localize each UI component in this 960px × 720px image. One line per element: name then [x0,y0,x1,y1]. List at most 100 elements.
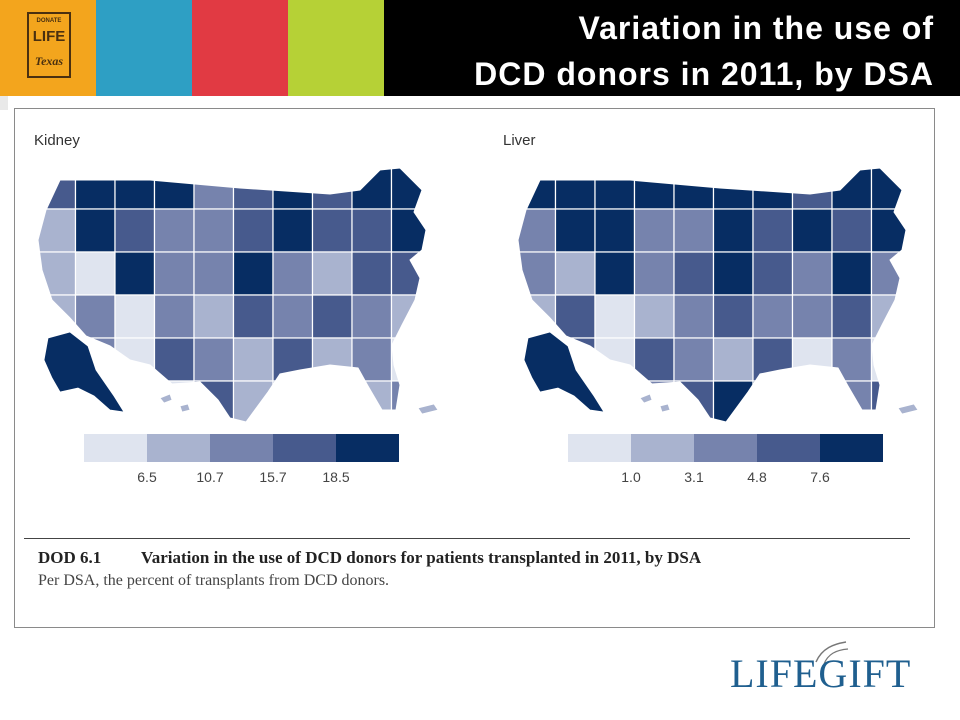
kidney-map [37,167,439,423]
dsa-region [351,208,393,253]
dsa-region [594,251,636,296]
dsa-region [594,294,636,339]
dsa-region [633,294,675,339]
dsa-region [712,337,754,382]
dsa-region [870,168,906,210]
dsa-region [673,380,715,422]
dsa-region [712,294,754,339]
dsa-region [74,168,116,210]
dsa-region [791,337,833,382]
dsa-region [232,208,274,253]
legend-swatch [694,434,757,462]
legend-swatch [147,434,210,462]
legend-swatch [273,434,336,462]
dsa-region [311,251,353,296]
slide-title-line2: DCD donors in 2011, by DSA [474,56,934,92]
logo-mid-text: LIFE [32,28,66,45]
dsa-region [831,294,873,339]
dsa-region [518,251,557,296]
header-banner: DONATE LIFE Texas Variation in the use o… [0,0,960,96]
dsa-region [673,251,715,296]
dsa-region [311,168,353,210]
stripe-red [192,0,288,96]
dsa-region [791,168,833,210]
dsa-region [193,337,235,382]
dsa-region [153,380,195,422]
dsa-region [351,380,393,422]
dsa-region [791,251,833,296]
kidney-legend: 6.5 10.7 15.7 18.5 [84,434,399,485]
dsa-region [193,208,235,253]
dsa-region [554,251,596,296]
alaska-region [523,331,605,413]
dsa-region [272,380,314,422]
dsa-region [38,294,77,339]
dsa-region [712,208,754,253]
dsa-region [594,337,636,382]
dsa-region [74,251,116,296]
donate-life-texas-logo: DONATE LIFE Texas [0,0,96,96]
liver-map-title: Liver [503,132,536,149]
dsa-region [153,168,195,210]
dsa-region [554,208,596,253]
dsa-region [518,168,557,210]
dsa-region [311,294,353,339]
dsa-region [831,380,873,422]
dsa-region [114,294,156,339]
legend-swatch [820,434,883,462]
dsa-region [232,251,274,296]
left-rule [0,96,8,110]
dsa-region [870,208,906,253]
dsa-region [752,337,794,382]
dsa-region [831,337,873,382]
dsa-region [114,208,156,253]
hawaii-region [639,393,671,413]
us-outline [37,167,427,423]
dsa-region [390,168,426,210]
dsa-region [351,294,393,339]
dsa-region [673,208,715,253]
dsa-region [594,380,636,422]
dsa-region [554,168,596,210]
lifegift-logo: LIFEGIFT [730,651,912,696]
legend-swatch [84,434,147,462]
dsa-region [633,251,675,296]
dsa-region [38,251,77,296]
dsa-region [114,337,156,382]
caption-subtitle: Per DSA, the percent of transplants from… [38,572,390,589]
dsa-region [232,380,274,422]
dsa-region [594,168,636,210]
dsa-region [633,168,675,210]
dsa-region [633,380,675,422]
dsa-region [272,337,314,382]
dsa-region [311,380,353,422]
dsa-region [752,208,794,253]
dsa-region [351,168,393,210]
lifegift-flame-icon [815,641,849,665]
legend-swatch [568,434,631,462]
dsa-region [870,337,906,382]
dsa-region [311,208,353,253]
dsa-region [390,294,426,339]
hawaii-region [159,393,191,413]
dsa-region [272,208,314,253]
us-outline [517,167,907,423]
legend-break-label: 6.5 [137,469,157,485]
dsa-region [232,337,274,382]
dsa-region [114,251,156,296]
legend-break-label: 3.1 [684,469,704,485]
dsa-region [272,251,314,296]
dsa-region [712,380,754,422]
dsa-region [633,337,675,382]
logo-top-text: DONATE [36,18,62,24]
dsa-region [311,337,353,382]
dsa-region [193,251,235,296]
dsa-region [633,208,675,253]
dsa-region [518,208,557,253]
logo-badge: DONATE LIFE Texas [27,12,71,78]
legend-swatch [631,434,694,462]
caption-figure-id: DOD 6.1 [38,548,102,567]
caption-rule [24,538,910,539]
dsa-region [74,208,116,253]
legend-break-label: 15.7 [259,469,286,485]
